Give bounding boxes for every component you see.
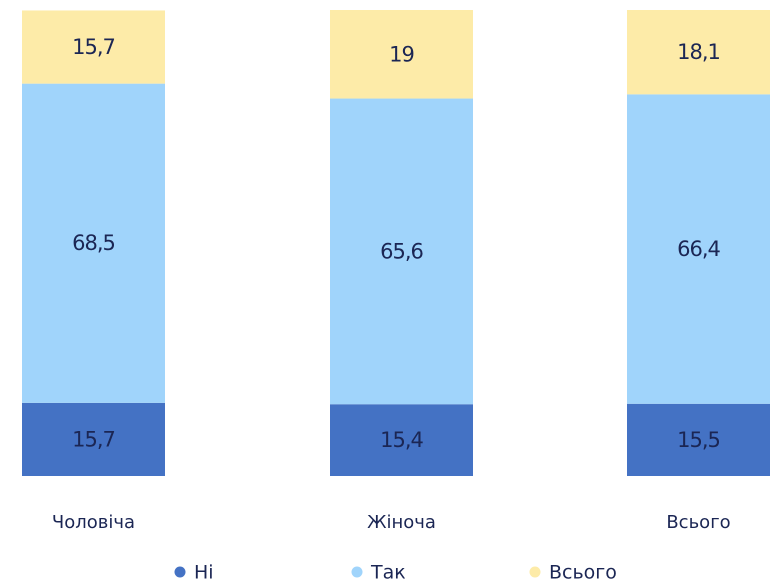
value-label: 66,4 <box>677 237 720 261</box>
legend-label: Всього <box>549 562 617 584</box>
value-label: 15,7 <box>72 35 115 59</box>
bar-segment <box>330 10 473 99</box>
value-label: 65,6 <box>380 239 423 263</box>
bar-segment <box>627 10 770 95</box>
value-label: 19 <box>389 42 414 66</box>
legend-marker <box>174 566 186 578</box>
x-tick-label: Всього <box>666 512 730 533</box>
bar-segment <box>22 402 165 476</box>
x-tick-label: Жіноча <box>367 512 436 533</box>
bar-segment <box>22 83 165 403</box>
x-tick-label: Чоловіча <box>52 512 135 533</box>
bar-segment <box>22 10 165 84</box>
bar-segment <box>627 403 770 476</box>
legend-label: Ні <box>194 562 214 584</box>
legend-marker <box>351 566 363 578</box>
value-label: 15,7 <box>72 427 115 451</box>
value-label: 15,4 <box>380 428 423 452</box>
legend-marker <box>529 566 541 578</box>
value-label: 15,5 <box>677 428 720 452</box>
bar-segment <box>627 94 770 404</box>
bar-segment <box>330 404 473 476</box>
legend-label: Так <box>370 562 406 584</box>
bar-segment <box>330 98 473 405</box>
value-label: 68,5 <box>72 231 115 255</box>
value-label: 18,1 <box>677 40 720 64</box>
